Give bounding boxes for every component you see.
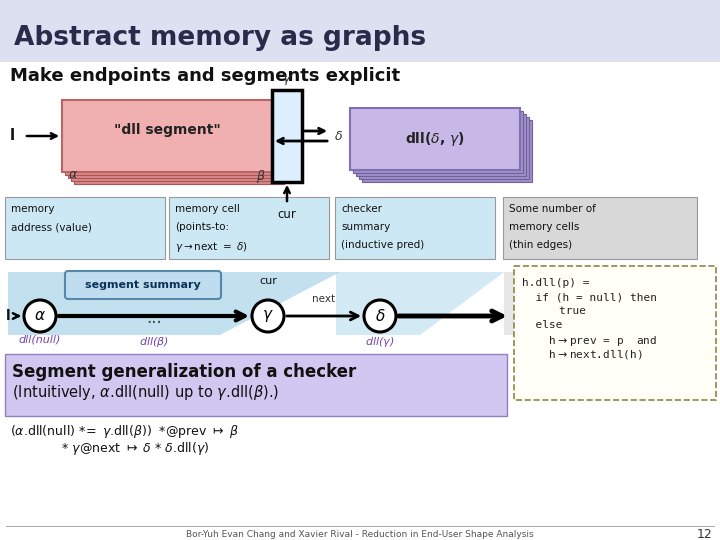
FancyBboxPatch shape — [5, 354, 507, 416]
Circle shape — [252, 300, 284, 332]
FancyBboxPatch shape — [65, 271, 221, 299]
FancyBboxPatch shape — [71, 109, 281, 181]
Text: $\delta$: $\delta$ — [334, 130, 343, 143]
FancyBboxPatch shape — [65, 103, 275, 175]
Text: memory cells: memory cells — [509, 222, 580, 232]
Text: $*$ $\gamma$@next $\mapsto$ $\delta$ $*$ $\delta$.dll($\gamma$): $*$ $\gamma$@next $\mapsto$ $\delta$ $*$… — [10, 440, 210, 457]
FancyBboxPatch shape — [169, 197, 329, 259]
Text: 12: 12 — [696, 528, 712, 540]
Text: $\beta$: $\beta$ — [256, 168, 266, 185]
Text: ($\alpha$.dll(null) $*\!=$ $\gamma$.dll($\beta$))  $*$@prev $\mapsto$ $\beta$: ($\alpha$.dll(null) $*\!=$ $\gamma$.dll(… — [10, 423, 238, 440]
Text: (inductive pred): (inductive pred) — [341, 240, 424, 250]
Polygon shape — [336, 272, 504, 335]
Text: h.dll(p) =: h.dll(p) = — [522, 278, 590, 288]
Text: Make endpoints and segments explicit: Make endpoints and segments explicit — [10, 67, 400, 85]
FancyBboxPatch shape — [74, 112, 284, 184]
Text: (thin edges): (thin edges) — [509, 240, 572, 250]
Text: segment summary: segment summary — [85, 280, 201, 290]
Text: else: else — [522, 320, 562, 330]
Text: h$\rightarrow$prev = p  and: h$\rightarrow$prev = p and — [522, 334, 657, 348]
Circle shape — [364, 300, 396, 332]
Text: dll($\gamma$): dll($\gamma$) — [365, 335, 395, 349]
Text: Some number of: Some number of — [509, 204, 596, 214]
Text: $\gamma$: $\gamma$ — [262, 308, 274, 324]
Text: next: next — [312, 294, 336, 304]
Text: $\delta$: $\delta$ — [374, 308, 385, 324]
FancyBboxPatch shape — [362, 120, 532, 182]
FancyBboxPatch shape — [503, 197, 697, 259]
Polygon shape — [504, 272, 680, 335]
Text: checker: checker — [341, 204, 382, 214]
FancyBboxPatch shape — [514, 266, 716, 400]
FancyBboxPatch shape — [353, 111, 523, 173]
Text: $\gamma$$\rightarrow$next $=$ $\delta$): $\gamma$$\rightarrow$next $=$ $\delta$) — [175, 240, 248, 254]
Text: (points-to:: (points-to: — [175, 222, 229, 232]
Polygon shape — [8, 272, 340, 335]
Text: "dll segment": "dll segment" — [114, 123, 220, 137]
Text: (Intuitively, $\alpha$.dll(null) up to $\gamma$.dll($\beta$).): (Intuitively, $\alpha$.dll(null) up to $… — [12, 383, 279, 402]
Text: ...: ... — [146, 309, 162, 327]
FancyBboxPatch shape — [272, 90, 302, 182]
Text: l: l — [10, 129, 15, 144]
FancyBboxPatch shape — [335, 197, 495, 259]
Text: memory: memory — [11, 204, 55, 214]
FancyBboxPatch shape — [5, 197, 165, 259]
Text: dll($\delta$, $\gamma$): dll($\delta$, $\gamma$) — [405, 130, 465, 148]
Text: cur: cur — [278, 208, 297, 221]
Text: Bor-Yuh Evan Chang and Xavier Rival - Reduction in End-User Shape Analysis: Bor-Yuh Evan Chang and Xavier Rival - Re… — [186, 530, 534, 539]
Text: h$\rightarrow$next.dll(h): h$\rightarrow$next.dll(h) — [522, 348, 642, 361]
FancyBboxPatch shape — [0, 0, 720, 62]
Circle shape — [24, 300, 56, 332]
FancyBboxPatch shape — [62, 100, 272, 172]
Text: true: true — [532, 306, 586, 316]
Text: memory cell: memory cell — [175, 204, 240, 214]
Text: if (h = null) then: if (h = null) then — [522, 292, 657, 302]
Text: summary: summary — [341, 222, 390, 232]
FancyBboxPatch shape — [68, 106, 278, 178]
FancyBboxPatch shape — [350, 108, 520, 170]
Text: Abstract memory as graphs: Abstract memory as graphs — [14, 25, 426, 51]
Text: address (value): address (value) — [11, 222, 92, 232]
Text: cur: cur — [259, 276, 277, 286]
FancyBboxPatch shape — [359, 117, 529, 179]
Text: $\alpha$: $\alpha$ — [68, 168, 78, 181]
Text: $\alpha$: $\alpha$ — [34, 308, 46, 323]
Text: dll($\beta$): dll($\beta$) — [139, 335, 169, 349]
Text: l: l — [6, 309, 11, 323]
Text: $\gamma$: $\gamma$ — [282, 73, 292, 87]
Text: dll(null): dll(null) — [19, 335, 61, 345]
FancyBboxPatch shape — [356, 114, 526, 176]
Text: Segment generalization of a checker: Segment generalization of a checker — [12, 363, 356, 381]
